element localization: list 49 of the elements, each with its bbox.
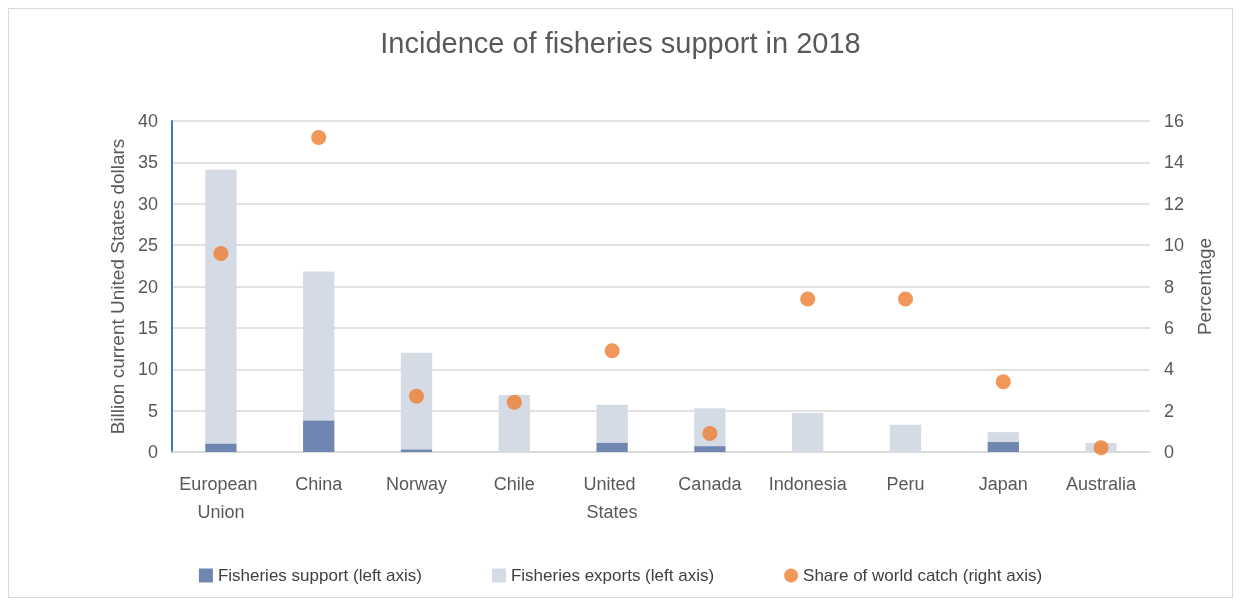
point [800, 291, 816, 307]
bar [987, 442, 1019, 452]
point [995, 374, 1011, 390]
y2-tick-label: 16 [1164, 111, 1185, 131]
y-tick-label: 35 [137, 152, 158, 173]
bar [303, 420, 335, 452]
legend-label: Share of world catch (right axis) [803, 566, 1043, 585]
bar [987, 432, 1019, 443]
x-tick-label: United States [583, 474, 641, 522]
x-tick-label: China [295, 474, 344, 494]
x-tick-label: Indonesia [768, 474, 848, 494]
y2-tick-label: 2 [1164, 400, 1175, 421]
y2-axis-title: Percentage [1193, 237, 1215, 336]
y2-tick-label: 10 [1164, 235, 1185, 256]
y2-tick-label: 8 [1164, 276, 1175, 297]
point [1093, 440, 1109, 456]
x-tick-label: Canada [678, 474, 743, 494]
y-tick-label: 30 [137, 193, 158, 214]
y-tick-label: 5 [147, 400, 158, 421]
y-tick-label: 40 [137, 111, 158, 131]
y2-tick-label: 12 [1164, 193, 1185, 214]
x-tick-label: Australia [1066, 474, 1138, 494]
point [898, 291, 913, 307]
y2-tick-label: 4 [1164, 359, 1175, 380]
y-tick-label: 20 [137, 276, 158, 297]
chart-title: Incidence of fisheries support in 2018 [380, 26, 861, 59]
point [409, 388, 424, 404]
bar [596, 442, 628, 452]
y-tick-label: 15 [137, 317, 158, 338]
x-tick-label: European Union [179, 474, 263, 522]
legend-label: Fisheries support (left axis) [217, 566, 422, 585]
point [604, 343, 620, 359]
point [213, 245, 229, 261]
legend-label: Fisheries exports (left axis) [510, 566, 715, 585]
x-tick-label: Chile [493, 474, 535, 494]
y-axis-title: Billion current United States dollars [107, 138, 129, 435]
y-tick-label: 10 [137, 359, 158, 380]
point [311, 130, 327, 146]
y2-tick-label: 14 [1164, 152, 1185, 173]
x-tick-label: Norway [385, 474, 448, 494]
x-tick-label: Japan [978, 474, 1028, 494]
bar [205, 443, 237, 452]
y-tick-label: 25 [137, 235, 158, 256]
point [506, 394, 522, 410]
y2-tick-label: 6 [1164, 317, 1175, 338]
x-tick-label: Peru [886, 474, 925, 494]
bar [694, 446, 726, 452]
y-tick-label: 0 [147, 442, 158, 462]
y2-tick-label: 0 [1164, 442, 1175, 462]
